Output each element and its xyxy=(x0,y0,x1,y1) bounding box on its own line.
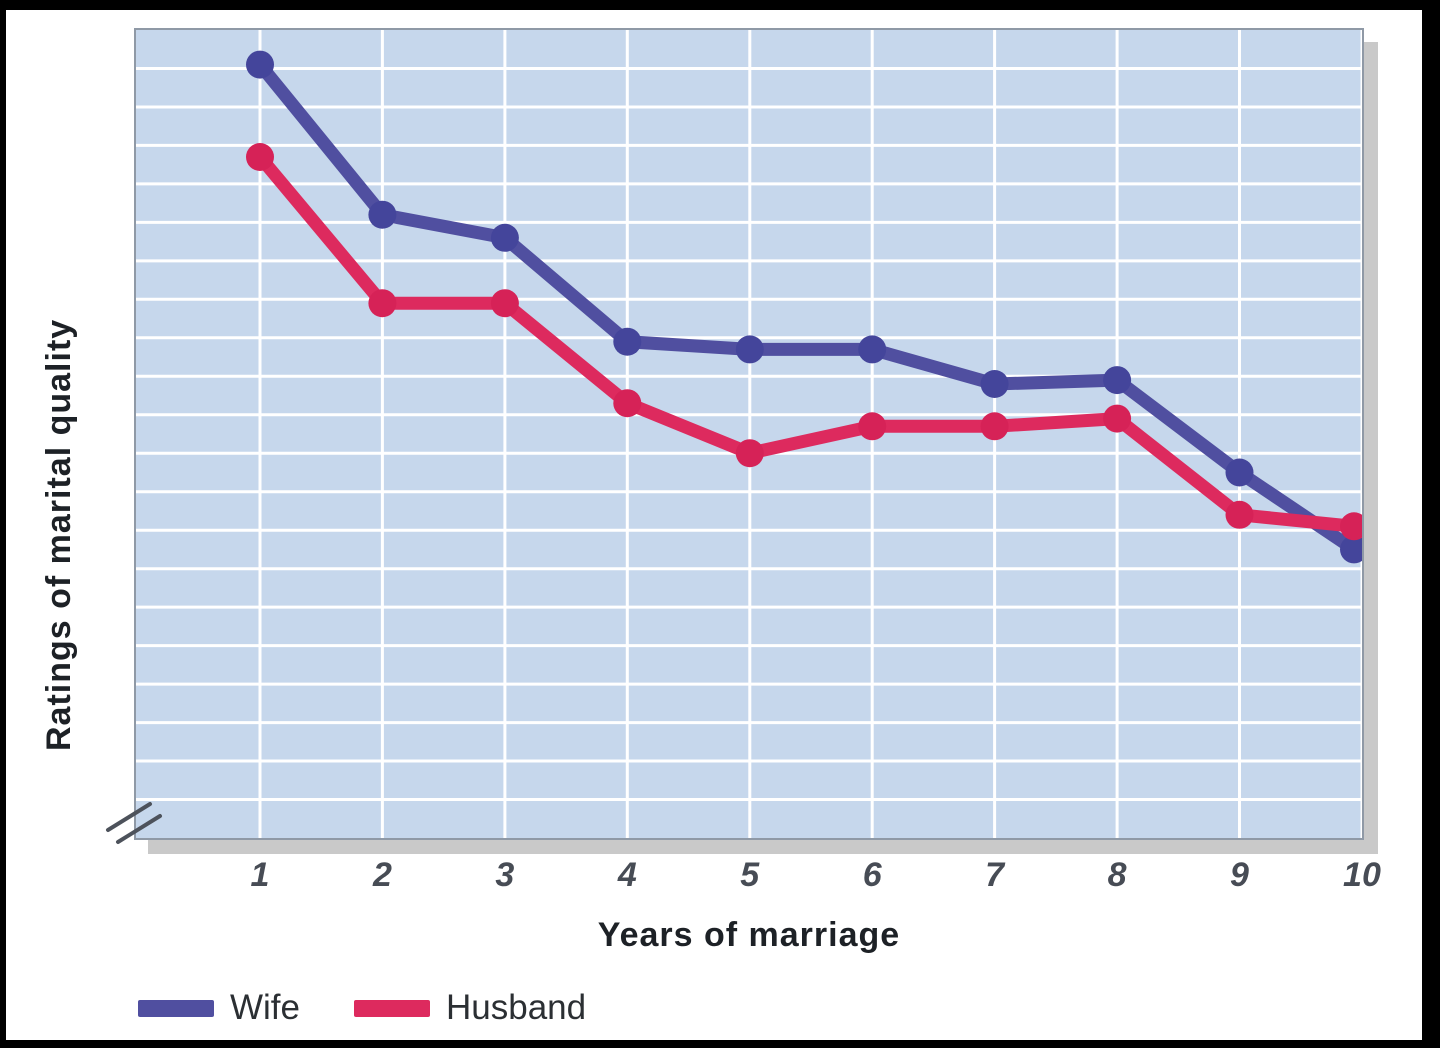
x-tick-label-10: 10 xyxy=(1343,856,1381,894)
x-tick-label-9: 9 xyxy=(1230,856,1249,894)
x-tick-label-7: 7 xyxy=(985,856,1005,894)
x-tick-label-3: 3 xyxy=(495,856,515,894)
legend-item-husband: Husband xyxy=(354,988,586,1028)
data-point-husband-year-9 xyxy=(1225,500,1254,529)
data-point-wife-year-6 xyxy=(858,335,887,364)
series-line-wife xyxy=(253,58,1361,556)
legend: Wife Husband xyxy=(138,988,640,1028)
data-point-wife-year-10 xyxy=(1340,535,1362,564)
data-point-husband-year-1 xyxy=(246,143,274,171)
data-point-wife-year-3 xyxy=(490,223,519,252)
legend-label-husband: Husband xyxy=(446,988,587,1027)
data-point-wife-year-8 xyxy=(1103,366,1132,395)
legend-label-wife: Wife xyxy=(230,988,300,1027)
legend-swatch-husband xyxy=(354,999,430,1017)
data-point-husband-year-2 xyxy=(368,289,397,318)
data-point-wife-year-1 xyxy=(246,50,274,79)
data-point-husband-year-10 xyxy=(1340,512,1362,541)
y-axis-break-icon xyxy=(106,802,162,844)
data-point-wife-year-2 xyxy=(368,200,397,229)
x-tick-label-8: 8 xyxy=(1107,856,1127,894)
legend-item-wife: Wife xyxy=(138,988,300,1028)
legend-swatch-wife xyxy=(138,999,214,1017)
x-axis-title: Years of marriage xyxy=(597,916,901,954)
data-point-wife-year-9 xyxy=(1225,458,1254,487)
data-point-husband-year-8 xyxy=(1103,404,1132,433)
data-point-husband-year-4 xyxy=(613,389,642,418)
x-tick-label-5: 5 xyxy=(740,856,760,894)
data-point-husband-year-7 xyxy=(980,412,1009,441)
data-point-wife-year-4 xyxy=(613,327,642,356)
y-axis-title: Ratings of marital quality xyxy=(40,318,78,752)
series-line-husband xyxy=(253,150,1361,533)
x-tick-label-6: 6 xyxy=(862,856,882,894)
data-point-wife-year-7 xyxy=(980,370,1009,398)
line-chart xyxy=(136,30,1362,838)
x-tick-label-1: 1 xyxy=(250,856,270,894)
plot-area xyxy=(134,28,1364,840)
data-point-husband-year-6 xyxy=(858,412,887,441)
data-point-wife-year-5 xyxy=(735,335,764,364)
x-tick-label-4: 4 xyxy=(617,856,637,894)
data-point-husband-year-5 xyxy=(735,439,764,468)
data-point-husband-year-3 xyxy=(490,289,519,318)
x-tick-label-2: 2 xyxy=(372,856,392,894)
figure-canvas: Ratings of marital quality 1 2 3 4 5 6 7 8 9 10 Y… xyxy=(6,10,1422,1040)
x-axis-ticks: 1 2 3 4 5 6 7 8 9 10 xyxy=(6,856,1422,902)
